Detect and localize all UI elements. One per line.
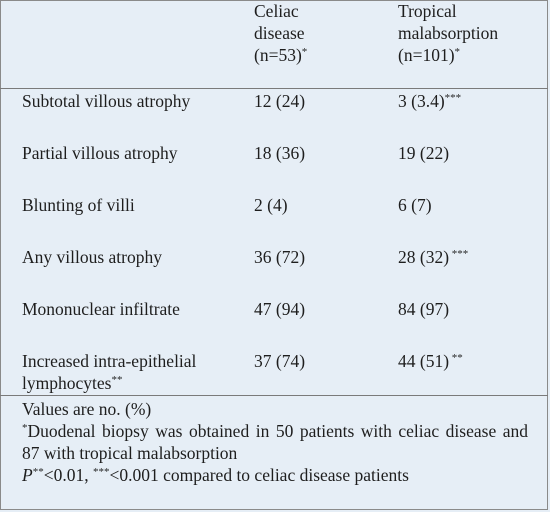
row-label: Subtotal villous atrophy [0,84,254,142]
row-label: Blunting of villi [0,194,254,246]
row-label-text-line2: lymphocytes [22,373,112,393]
row-tropical-value: 3 (3.4)*** [398,84,548,142]
table-row: Partial villous atrophy 18 (36) 19 (22) [0,142,548,194]
header-celiac-n-wrap: (n=53)* [254,44,398,66]
row-celiac-value: 12 (24) [254,84,398,142]
row-tropical-value: 6 (7) [398,194,548,246]
header-celiac-line1: Celiac [254,1,299,21]
row-celiac-value: 18 (36) [254,142,398,194]
row-label-text: Any villous atrophy [22,247,162,267]
footnote-star-mark: * [22,421,28,434]
row-celiac-value: 2 (4) [254,194,398,246]
footnote-values: Values are no. (%) [22,399,152,419]
row-tropical-value: 44 (51) ** [398,350,548,414]
footnote-star-text: Duodenal biopsy was obtained in 50 patie… [22,421,528,463]
table-row: Blunting of villi 2 (4) 6 (7) [0,194,548,246]
table-row: Any villous atrophy 36 (72) 28 (32) *** [0,246,548,298]
row-label-text: Mononuclear infiltrate [22,299,180,319]
table-header-row: Celiac disease (n=53)* Tropical malabsor… [0,0,548,84]
celiac-value-text: 36 (72) [254,247,306,267]
footnote-p: P**<0.01, ***<0.001 compared to celiac d… [22,464,528,486]
header-tropical-line1: Tropical [398,1,457,21]
row-celiac-value: 36 (72) [254,246,398,298]
row-tropical-value: 28 (32) *** [398,246,548,298]
celiac-value-text: 18 (36) [254,143,306,163]
header-tropical-line2: malabsorption [398,23,499,43]
significance-mark: ** [111,373,123,386]
header-cell-tropical: Tropical malabsorption (n=101)* [398,0,548,84]
table-row: Subtotal villous atrophy 12 (24) 3 (3.4)… [0,84,548,142]
significance-mark: ** [449,351,463,364]
row-celiac-value: 37 (74) [254,350,398,414]
results-table: Celiac disease (n=53)* Tropical malabsor… [0,0,548,414]
table-row: Increased intra-epithelial lymphocytes** … [0,350,548,414]
celiac-value-text: 37 (74) [254,351,306,371]
table-row: Mononuclear infiltrate 47 (94) 84 (97) [0,298,548,350]
header-cell-celiac: Celiac disease (n=53)* [254,0,398,84]
header-tropical-n: (n=101) [398,45,455,65]
footnote-p-mark1: ** [32,465,44,478]
row-label: Mononuclear infiltrate [0,298,254,350]
table-footnotes: Values are no. (%) *Duodenal biopsy was … [22,398,528,486]
row-label-text: Partial villous atrophy [22,143,178,163]
header-cell-empty [0,0,254,84]
celiac-value-text: 2 (4) [254,195,288,215]
header-celiac-line2: disease [254,23,305,43]
row-tropical-value: 84 (97) [398,298,548,350]
tropical-value-text: 28 (32) [398,247,450,267]
row-label-text: Blunting of villi [22,195,135,215]
footnote-p-mark2: *** [92,465,110,478]
header-rule [0,88,548,89]
tropical-value-text: 6 (7) [398,195,432,215]
header-tropical-n-wrap: (n=101)* [398,44,548,66]
row-label: Increased intra-epithelial lymphocytes** [0,350,254,414]
header-tropical-mark: * [454,45,461,58]
row-celiac-value: 47 (94) [254,298,398,350]
row-label-text: Subtotal villous atrophy [22,91,191,111]
header-celiac-mark: * [301,45,308,58]
footnote-p-text2: <0.001 compared to celiac disease patien… [109,465,409,485]
significance-mark: *** [449,247,469,260]
footnote-star: *Duodenal biopsy was obtained in 50 pati… [22,420,528,464]
significance-mark: *** [444,91,462,104]
header-celiac-n: (n=53) [254,45,302,65]
tropical-value-text: 84 (97) [398,299,450,319]
tropical-value-text: 19 (22) [398,143,450,163]
row-label: Partial villous atrophy [0,142,254,194]
row-label-text: Increased intra-epithelial [22,351,197,371]
footer-rule [0,395,548,396]
celiac-value-text: 47 (94) [254,299,306,319]
tropical-value-text: 44 (51) [398,351,450,371]
row-tropical-value: 19 (22) [398,142,548,194]
row-label-line2-wrap: lymphocytes** [22,372,254,394]
celiac-value-text: 12 (24) [254,91,306,111]
footnote-p-text1: <0.01, [43,465,93,485]
footnote-p-label: P [22,465,33,485]
row-label: Any villous atrophy [0,246,254,298]
tropical-value-text: 3 (3.4) [398,91,445,111]
